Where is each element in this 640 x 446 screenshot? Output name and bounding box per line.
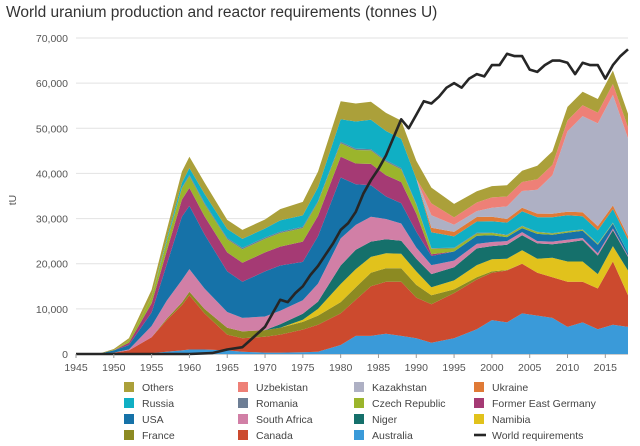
x-tick-label: 1985 [367,362,391,374]
axes: 0 10,000 20,000 30,000 40,000 50,000 60,000 70,… [36,33,617,374]
x-tick-label: 1995 [442,362,466,374]
x-tick-label: 2015 [594,362,618,374]
legend-label: Romania [256,398,298,410]
legend-item: Kazakhstan [354,382,427,394]
legend-label: Uzbekistan [256,382,308,394]
x-tick-label: 2005 [518,362,542,374]
legend-label: Namibia [492,414,531,426]
y-tick-label: 60,000 [36,78,68,90]
x-tick-label: 1960 [178,362,202,374]
legend-item: France [124,430,175,442]
y-tick-label: 20,000 [36,259,68,271]
legend-swatch [354,414,364,424]
legend-item: Australia [354,430,413,442]
legend: Others Uzbekistan Kazakhstan Ukraine Russia R… [124,382,597,442]
area-usa [76,177,628,354]
legend-item: Others [124,382,174,394]
chart-title: World uranium production and reactor req… [6,4,438,21]
stacked-areas [76,70,628,355]
area-south-africa [76,216,628,354]
legend-item: Canada [238,430,293,442]
legend-label: Russia [142,398,174,410]
legend-item: Former East Germany [474,398,597,410]
legend-item: World requirements [474,430,583,442]
y-axis-label: tU [7,195,19,206]
legend-item: Namibia [474,414,531,426]
x-tick-label: 1980 [329,362,353,374]
legend-item: USA [124,414,164,426]
legend-item: Romania [238,398,298,410]
legend-label: Kazakhstan [372,382,427,394]
legend-item: Czech Republic [354,398,446,410]
legend-swatch [474,382,484,392]
x-tick-label: 1950 [102,362,126,374]
legend-label: Australia [372,430,413,442]
legend-swatch [354,430,364,440]
legend-label: France [142,430,175,442]
x-tick-label: 1955 [140,362,164,374]
x-tick-label: 1965 [216,362,240,374]
x-tick-label: 2010 [556,362,580,374]
area-canada [76,261,628,354]
y-tick-label: 0 [62,349,68,361]
area-niger [76,230,628,354]
x-tick-label: 1975 [291,362,315,374]
legend-item: Ukraine [474,382,528,394]
legend-label: Former East Germany [492,398,597,410]
legend-label: Niger [372,414,398,426]
x-tick-label: 1990 [405,362,429,374]
legend-swatch [354,382,364,392]
legend-label: South Africa [256,414,313,426]
legend-item: Uzbekistan [238,382,308,394]
y-tick-label: 40,000 [36,168,68,180]
legend-swatch [124,414,134,424]
y-tick-label: 10,000 [36,304,68,316]
y-tick-label: 30,000 [36,214,68,226]
legend-swatch [124,398,134,408]
legend-swatch [474,414,484,424]
legend-swatch [354,398,364,408]
x-tick-label: 2000 [480,362,504,374]
y-tick-label: 70,000 [36,33,68,45]
y-tick-label: 50,000 [36,123,68,135]
legend-swatch [238,398,248,408]
legend-label: World requirements [492,430,583,442]
area-australia [76,313,628,354]
x-tick-label: 1970 [253,362,277,374]
legend-swatch [124,382,134,392]
legend-swatch [238,382,248,392]
legend-label: Ukraine [492,382,528,394]
legend-item: South Africa [238,414,313,426]
legend-label: Others [142,382,174,394]
requirements-line-layer [76,48,629,356]
legend-label: USA [142,414,164,426]
legend-swatch [238,414,248,424]
legend-label: Canada [256,430,293,442]
legend-swatch [238,430,248,440]
legend-swatch [124,430,134,440]
legend-swatch [474,398,484,408]
legend-item: Russia [124,398,174,410]
legend-label: Czech Republic [372,398,446,410]
x-tick-label: 1945 [64,362,88,374]
legend-item: Niger [354,414,398,426]
world-requirements-line [76,48,629,356]
